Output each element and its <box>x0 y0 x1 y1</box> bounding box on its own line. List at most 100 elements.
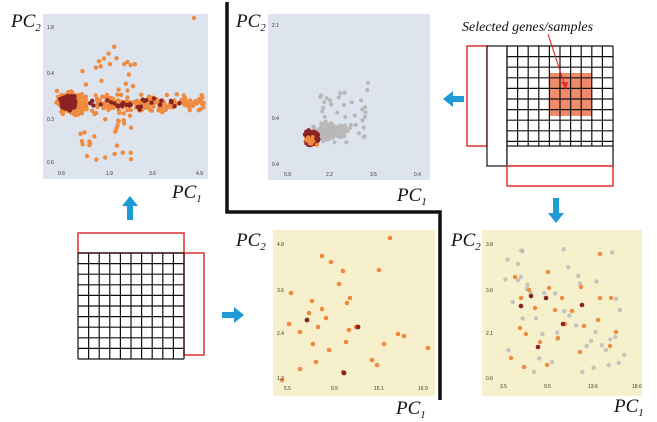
scatter-point <box>353 122 358 128</box>
scatter-point <box>321 105 326 110</box>
scatter-point <box>80 108 86 113</box>
scatter-point <box>90 108 95 114</box>
scatter-point <box>339 131 344 136</box>
scatter-point <box>297 329 303 335</box>
scatter-point <box>608 295 614 301</box>
scatter-point <box>332 140 337 145</box>
scatter-point <box>309 298 315 304</box>
tick-label: 2.2 <box>326 172 333 178</box>
scatter-point <box>80 101 86 107</box>
scatter-point <box>139 92 144 98</box>
scatter-point <box>543 295 549 301</box>
scatter-point <box>75 110 81 116</box>
scatter-point <box>83 82 89 87</box>
scatter-point <box>363 110 368 115</box>
scatter-point <box>365 80 371 86</box>
scatter-point <box>381 341 387 347</box>
scatter-point <box>577 349 583 355</box>
scatter-point <box>347 295 353 301</box>
scatter-point <box>362 105 368 110</box>
scatter-point <box>130 83 136 89</box>
scatter-point <box>288 290 294 296</box>
scatter-point <box>127 101 133 107</box>
scatter-point <box>512 274 518 280</box>
scatter-point <box>138 104 144 109</box>
scatter-point <box>127 113 133 118</box>
tick-label: 0.4 <box>414 172 421 178</box>
tick-label: 3.5 <box>370 172 377 178</box>
plot-background <box>273 230 435 396</box>
scatter-point <box>517 325 523 331</box>
scatter-point <box>569 308 575 314</box>
scatter-point <box>542 290 547 296</box>
tick-label: 0.4 <box>47 71 54 77</box>
scatter-point <box>123 81 128 87</box>
scatter-point <box>360 118 365 123</box>
scatter-point <box>597 251 603 257</box>
scatter-point <box>608 337 613 342</box>
scatter-point <box>65 98 71 104</box>
scatter-point <box>79 139 85 144</box>
tick-label: 0.9 <box>284 172 291 178</box>
scatter-point <box>506 348 511 353</box>
scatter-point <box>365 88 370 93</box>
scatter-point <box>518 295 524 301</box>
scatter-point <box>323 119 328 124</box>
scatter-point <box>552 307 558 313</box>
scatter-point <box>566 265 571 270</box>
scatter-point <box>341 102 347 108</box>
scatter-point <box>336 281 342 287</box>
x-axis-label: PC1 <box>613 396 644 419</box>
scatter-point <box>622 352 627 358</box>
scatter-panel-top-left: 0.6 1.9 3.6 4.9 1.8 0.4 0.3 0.6 PC2 PC1 <box>10 11 208 205</box>
callout-pointer <box>547 33 566 87</box>
scatter-point <box>128 157 134 162</box>
column-bar-outline <box>77 232 185 254</box>
scatter-point <box>101 105 106 111</box>
scatter-point <box>115 98 121 103</box>
scatter-point <box>335 130 340 136</box>
scatter-point <box>594 279 599 284</box>
tick-label: 2.1 <box>486 331 493 337</box>
scatter-point <box>103 155 108 160</box>
arrow-down-icon <box>548 198 564 223</box>
scatter-point <box>322 100 327 105</box>
scatter-point <box>344 140 349 145</box>
scatter-point <box>103 117 108 122</box>
scatter-point <box>520 316 525 321</box>
y-axis-label: PC2 <box>235 11 266 34</box>
scatter-point <box>319 253 325 259</box>
scatter-point <box>115 123 120 128</box>
matrix-with-selection: Selected genes/samples <box>462 20 614 187</box>
scatter-point <box>546 285 552 291</box>
scatter-point <box>320 109 325 114</box>
scatter-points <box>503 247 627 375</box>
tick-label: 1.9 <box>106 171 113 177</box>
scatter-point <box>362 114 368 119</box>
scatter-point <box>336 95 341 100</box>
scatter-point <box>588 338 594 343</box>
scatter-point <box>560 321 566 327</box>
matrix-bottom-block <box>506 145 614 167</box>
scatter-point <box>66 94 72 99</box>
scatter-point <box>581 323 587 329</box>
scatter-point <box>84 153 90 159</box>
scatter-point <box>540 332 545 337</box>
scatter-point <box>544 362 550 368</box>
scatter-point <box>112 151 117 157</box>
tick-label: 1.3 <box>277 376 284 382</box>
tick-label: 0.6 <box>58 171 65 177</box>
arrow-up-icon <box>122 196 138 220</box>
scatter-point <box>573 323 579 328</box>
scatter-point <box>326 347 332 353</box>
scatter-point <box>120 150 125 155</box>
scatter-point <box>580 370 585 375</box>
scatter-point <box>328 259 334 265</box>
scatter-point <box>196 99 202 104</box>
scatter-point <box>144 98 149 103</box>
scatter-point <box>315 324 321 330</box>
scatter-point <box>537 356 542 361</box>
scatter-point <box>198 106 203 112</box>
x-axis-label: PC1 <box>396 185 427 208</box>
scatter-point <box>593 329 598 335</box>
